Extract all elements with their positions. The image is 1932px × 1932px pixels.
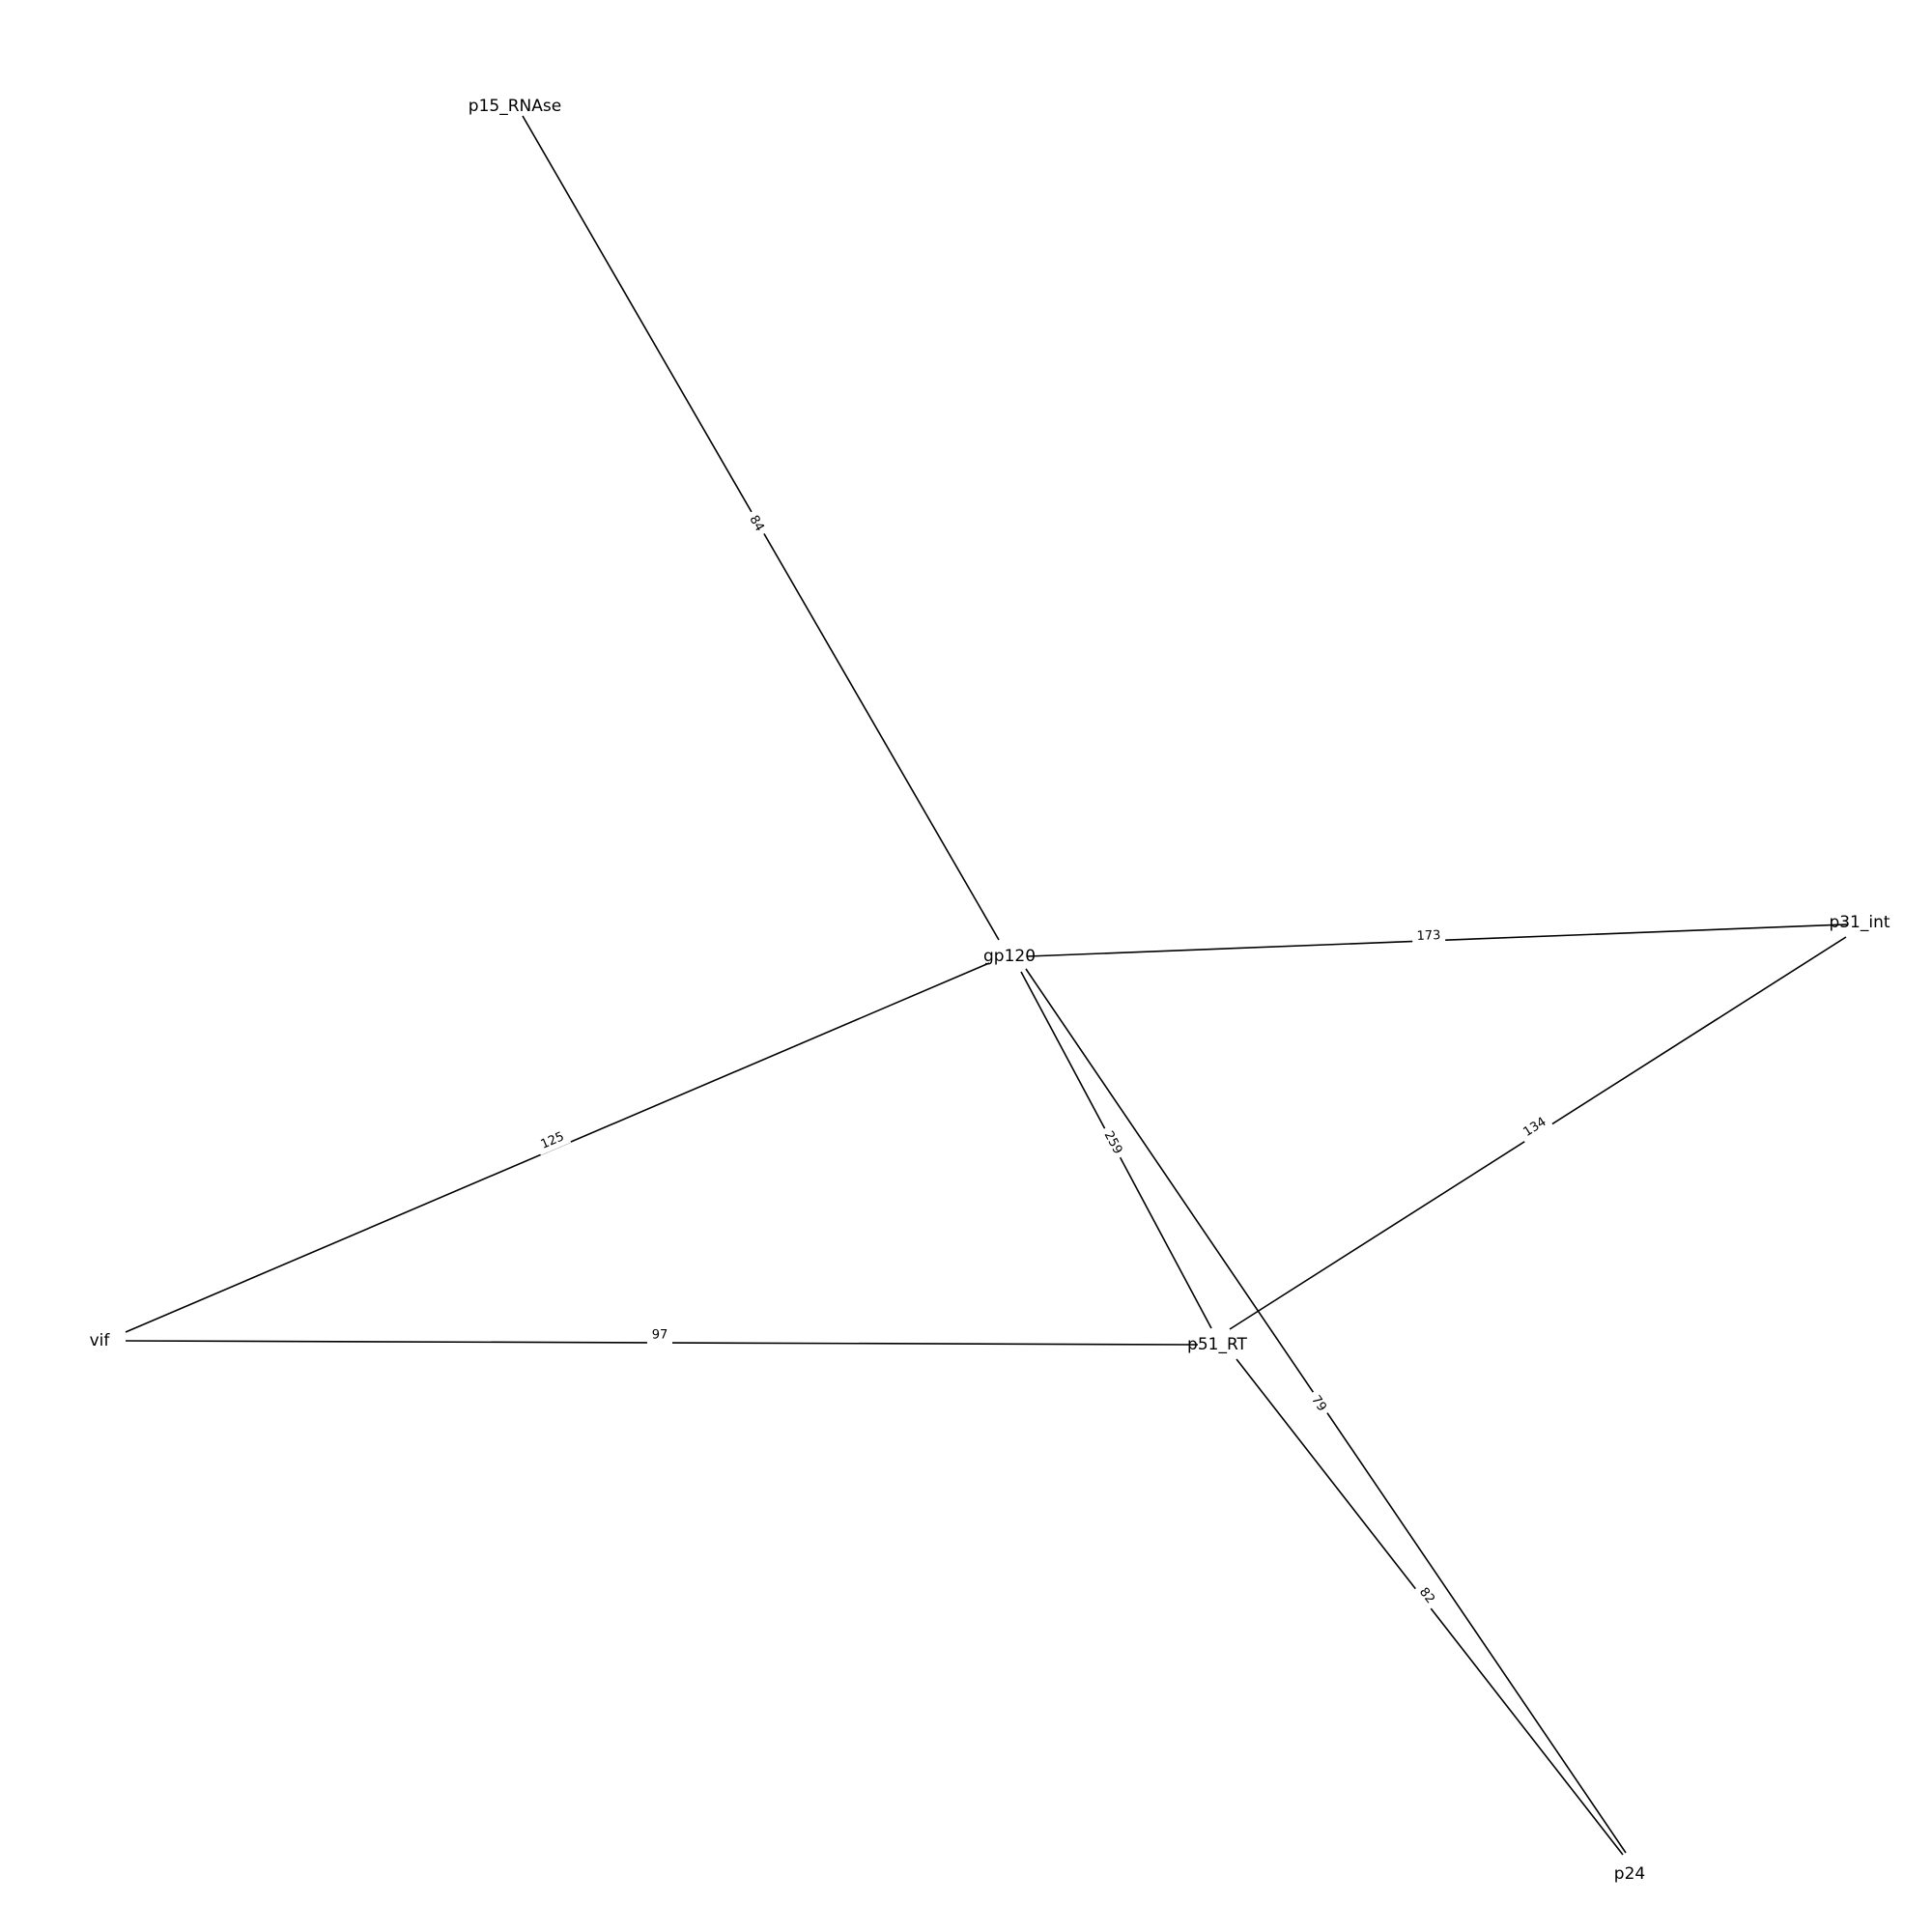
edge-label-group-p51_RT-p24: 82	[1411, 1580, 1442, 1611]
edge-label-group-gp120-vif: 125	[533, 1126, 572, 1155]
edge-label-background	[1304, 1388, 1333, 1419]
node-label-p51_RT: p51_RT	[1187, 1335, 1247, 1354]
edges-layer	[125, 115, 1848, 1856]
edge-label-vif-p51_RT: 97	[652, 1327, 668, 1342]
node-label-gp120: gp120	[983, 947, 1036, 966]
node-label-p31_int: p31_int	[1829, 913, 1889, 932]
edge-label-background	[742, 508, 771, 539]
edge-labels-layer: 84 173 125 259 79 134 97 82	[533, 508, 1554, 1611]
edge-label-group-p51_RT-p31_int: 134	[1516, 1111, 1554, 1144]
edge-label-group-vif-p51_RT: 97	[646, 1325, 673, 1345]
edge-label-background	[1411, 926, 1446, 946]
edge-label-group-gp120-p51_RT: 259	[1097, 1123, 1128, 1162]
edge-label-group-gp120-p24: 79	[1304, 1388, 1333, 1419]
edge-label-background	[646, 1325, 673, 1345]
node-label-p15_RNAse: p15_RNAse	[469, 97, 561, 116]
node-label-p24: p24	[1614, 1864, 1645, 1884]
edge-label-background	[1411, 1580, 1442, 1611]
edge-label-background	[533, 1126, 572, 1155]
edge-label-background	[1516, 1111, 1554, 1144]
edge-label-group-gp120-p31_int: 173	[1411, 926, 1446, 946]
edge-label-background	[1097, 1123, 1128, 1162]
edge-label-gp120-p31_int: 173	[1416, 928, 1440, 944]
edge-label-group-p15_RNAse-gp120: 84	[742, 508, 771, 539]
node-label-vif: vif	[90, 1331, 111, 1350]
edge-label-p15_RNAse-gp120: 84	[746, 513, 766, 534]
